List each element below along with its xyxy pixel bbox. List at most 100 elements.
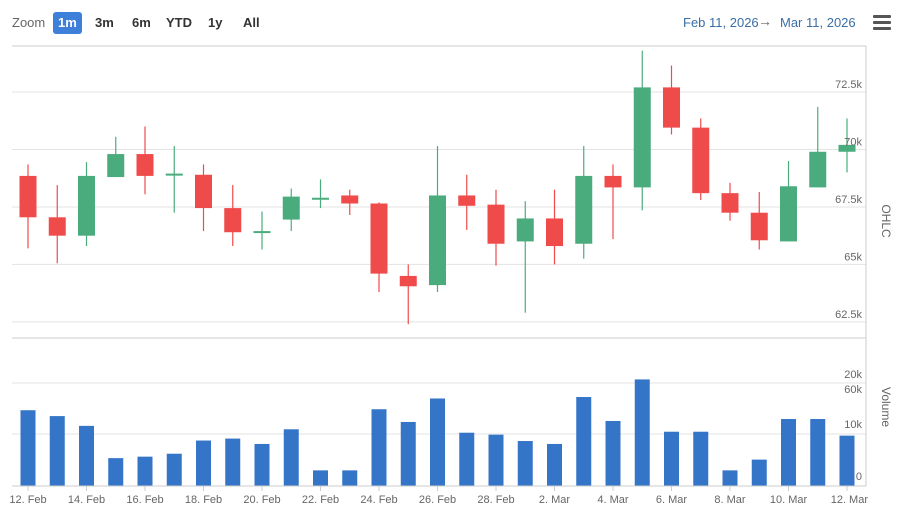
volume-axis-title: Volume: [879, 387, 893, 427]
volume-bar: [430, 398, 445, 486]
ohlc-tick-label: 62.5k: [835, 309, 862, 321]
volume-bar: [517, 441, 533, 486]
candle-body: [604, 175, 622, 188]
x-tick-label: 20. Feb: [243, 494, 280, 506]
volume-tick-label: 60k: [844, 384, 862, 396]
volume-bar: [751, 459, 767, 486]
x-tick-label: 2. Mar: [539, 494, 571, 506]
volume-bar: [20, 410, 36, 486]
candle-body: [253, 231, 271, 234]
candle-body: [633, 87, 651, 188]
candle-body: [809, 151, 827, 188]
range-arrow-icon: →: [758, 13, 772, 29]
x-tick-label: 10. Mar: [770, 494, 808, 506]
candle-body: [341, 195, 359, 204]
volume-bar: [371, 409, 387, 486]
ohlc-axis-title: OHLC: [879, 204, 893, 238]
ohlc-tick-label: 72.5k: [835, 79, 862, 91]
candle-body: [370, 203, 388, 274]
volume-bar: [722, 470, 738, 486]
volume-bar: [225, 438, 241, 486]
candle-body: [48, 217, 66, 236]
x-tick-label: 12. Mar: [831, 494, 869, 506]
volume-bar: [547, 443, 562, 486]
candle-body: [429, 195, 446, 286]
volume-bar: [488, 434, 504, 486]
volume-bar: [342, 470, 358, 486]
x-tick-label: 24. Feb: [360, 494, 397, 506]
x-tick-label: 22. Feb: [302, 494, 339, 506]
zoom-1y-button[interactable]: 1y: [208, 15, 223, 30]
volume-bar: [693, 431, 709, 486]
candle-body: [838, 144, 856, 152]
candle-body: [487, 204, 505, 244]
volume-bar: [108, 458, 124, 486]
candle-body: [692, 127, 710, 194]
candle-body: [750, 212, 768, 241]
zoom-3m-button[interactable]: 3m: [95, 15, 114, 30]
volume-bar: [283, 429, 299, 486]
candlestick-series: [19, 50, 856, 325]
candle-body: [575, 175, 593, 244]
ohlc-tick-label: 65k: [844, 251, 862, 263]
candle-body: [780, 186, 797, 242]
volume-tick-label: 0: [856, 471, 862, 483]
volume-bar: [196, 440, 211, 486]
range-from-input[interactable]: Feb 11, 2026: [683, 15, 759, 30]
x-tick-label: 8. Mar: [714, 494, 746, 506]
zoom-label: Zoom: [12, 15, 46, 30]
volume-bar: [664, 431, 679, 486]
range-to-input[interactable]: Mar 11, 2026: [780, 15, 856, 30]
volume-bar: [459, 432, 475, 486]
candle-body: [516, 218, 534, 242]
x-tick-label: 16. Feb: [126, 494, 163, 506]
volume-bar: [254, 443, 270, 486]
x-tick-label: 14. Feb: [68, 494, 105, 506]
x-tick-label: 6. Mar: [656, 494, 688, 506]
zoom-ytd-button[interactable]: YTD: [166, 15, 192, 30]
candle-body: [399, 275, 417, 287]
volume-bar: [839, 435, 855, 486]
volume-tick-label: 10k: [844, 419, 862, 431]
volume-bar: [313, 470, 328, 486]
candle-body: [136, 154, 154, 176]
volume-bar: [49, 416, 65, 486]
volume-series: [20, 379, 855, 486]
hamburger-menu-icon[interactable]: [873, 15, 891, 31]
candle-body: [107, 154, 125, 178]
candle-body: [312, 197, 329, 200]
x-tick-label: 26. Feb: [419, 494, 456, 506]
volume-bar: [576, 397, 592, 486]
volume-bar: [400, 421, 416, 486]
candle-body: [195, 174, 212, 209]
x-tick-label: 28. Feb: [477, 494, 514, 506]
volume-bar: [166, 453, 182, 486]
zoom-6m-button[interactable]: 6m: [132, 15, 151, 30]
volume-bar: [137, 456, 153, 486]
x-tick-label: 4. Mar: [597, 494, 629, 506]
candle-body: [19, 175, 37, 218]
candle-body: [224, 208, 242, 233]
candle-body: [663, 87, 680, 128]
volume-tick-label: 20k: [844, 369, 862, 381]
candle-body: [721, 193, 739, 213]
candle-body: [78, 175, 95, 236]
chart-toolbar: Zoom 1m 3m 6m YTD 1y All Feb 11, 2026 → …: [0, 0, 906, 46]
zoom-all-button[interactable]: All: [243, 15, 260, 30]
candle-body: [282, 196, 300, 220]
ohlc-tick-label: 70k: [844, 136, 862, 148]
candle-body: [458, 195, 476, 206]
volume-bar: [634, 379, 650, 486]
x-tick-label: 12. Feb: [9, 494, 46, 506]
volume-bar: [79, 425, 94, 486]
x-tick-label: 18. Feb: [185, 494, 222, 506]
candle-body: [165, 173, 183, 176]
volume-bar: [810, 419, 826, 486]
zoom-1m-button[interactable]: 1m: [53, 12, 82, 34]
axes: OHLC Volume 62.5k 65k 67.5k 70k 72.5k 0 10k 20k…: [9, 45, 893, 506]
candle-body: [546, 218, 563, 247]
volume-bar: [781, 419, 796, 486]
ohlc-tick-label: 67.5k: [835, 194, 862, 206]
volume-bar: [605, 420, 621, 486]
